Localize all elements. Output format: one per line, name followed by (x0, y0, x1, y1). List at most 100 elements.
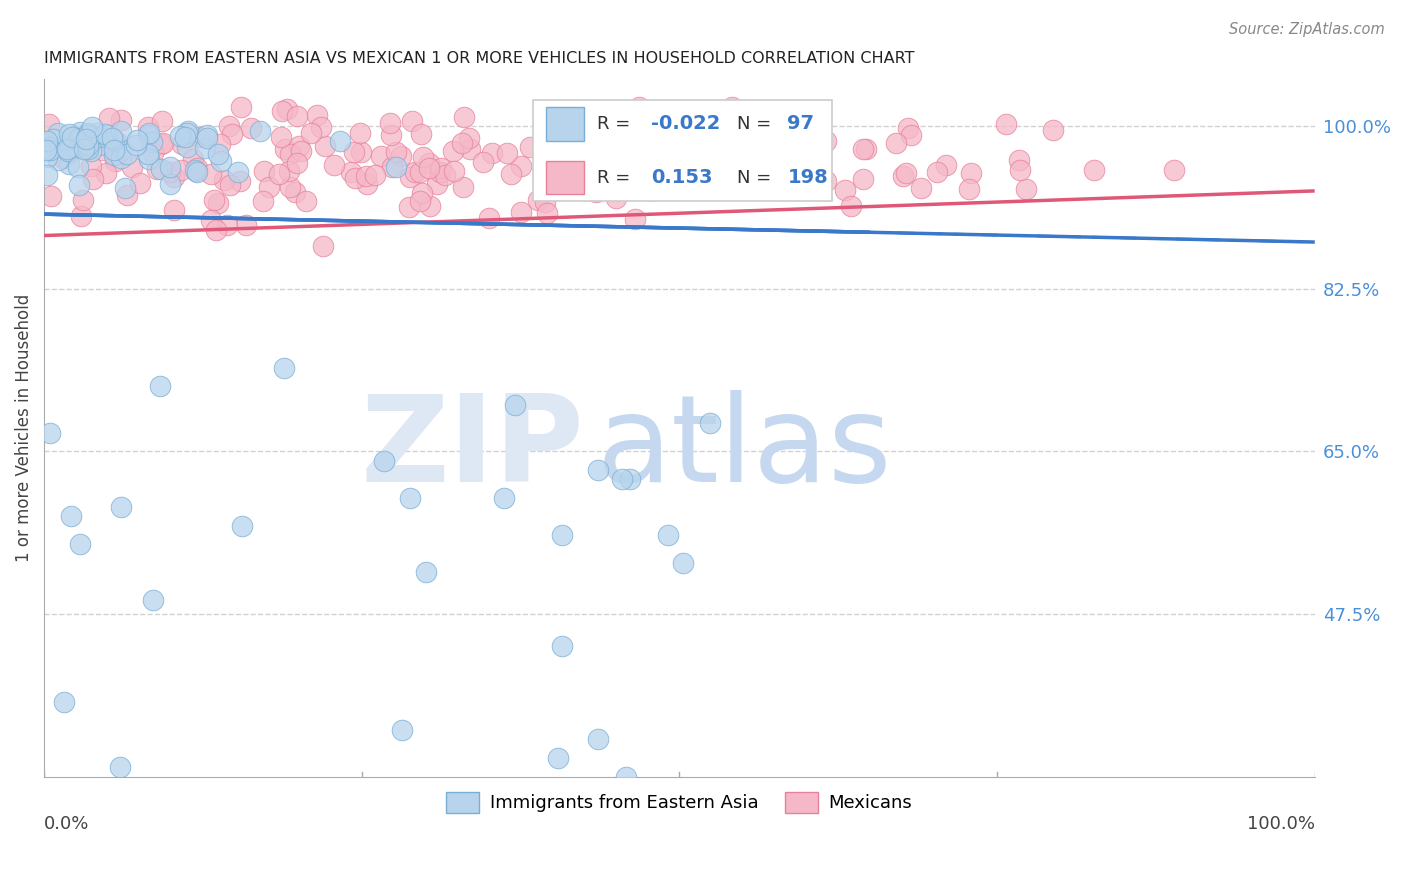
Point (278, 147, 301, 161)
Point (557, 118, 579, 132)
Point (571, 161, 593, 176)
Point (385, 145, 408, 160)
Point (276, 102, 298, 116)
Y-axis label: 1 or more Vehicles in Household: 1 or more Vehicles in Household (15, 293, 32, 562)
Point (82, 120, 104, 135)
Point (117, 147, 139, 161)
Point (38, 143, 60, 157)
Point (534, 195, 557, 210)
Point (381, 160, 404, 174)
Point (110, 151, 132, 165)
Point (884, 136, 907, 150)
Point (159, 160, 181, 174)
Point (42, 132, 65, 146)
Point (401, 114, 423, 128)
Point (87, 138, 110, 153)
Point (278, 164, 301, 178)
Point (52, 695, 75, 709)
Point (756, 152, 779, 166)
Point (257, 180, 280, 194)
Point (419, 199, 441, 213)
Point (852, 142, 875, 156)
Point (471, 155, 494, 169)
Point (620, 154, 643, 169)
Point (226, 164, 249, 178)
Point (754, 179, 776, 194)
Text: ZIP: ZIP (360, 391, 583, 508)
Point (585, 161, 607, 175)
Point (52, 151, 75, 165)
Point (195, 128, 218, 142)
Point (638, 181, 661, 195)
Point (897, 121, 920, 136)
Point (159, 165, 181, 179)
Point (592, 115, 614, 129)
Point (219, 178, 242, 193)
Point (136, 128, 159, 142)
Point (429, 164, 451, 178)
Point (202, 193, 225, 207)
Point (614, 770, 637, 784)
Point (314, 139, 336, 153)
Point (149, 136, 172, 151)
Point (212, 173, 235, 187)
Point (149, 379, 172, 393)
Point (755, 139, 778, 153)
Point (299, 126, 322, 140)
Point (305, 108, 328, 122)
Point (104, 153, 127, 168)
Point (839, 199, 862, 213)
Point (38, 139, 60, 153)
Point (285, 156, 308, 170)
Point (501, 167, 523, 181)
Point (142, 593, 165, 607)
Point (75, 131, 97, 145)
Point (957, 182, 980, 196)
Point (249, 123, 271, 137)
Point (458, 142, 481, 156)
Text: N =: N = (737, 115, 770, 133)
Point (146, 161, 169, 176)
Point (75, 140, 97, 154)
Point (174, 129, 197, 144)
Point (136, 147, 159, 161)
Point (623, 156, 645, 170)
Point (638, 183, 661, 197)
Text: -0.022: -0.022 (651, 114, 721, 134)
Text: Source: ZipAtlas.com: Source: ZipAtlas.com (1229, 22, 1385, 37)
Point (740, 137, 762, 152)
Point (492, 491, 515, 505)
Point (409, 127, 432, 141)
Point (114, 181, 136, 195)
Point (138, 126, 160, 140)
Legend: Immigrants from Eastern Asia, Mexicans: Immigrants from Eastern Asia, Mexicans (439, 785, 920, 820)
Point (273, 360, 295, 375)
Point (35, 143, 58, 157)
Point (852, 172, 875, 186)
Point (37, 168, 59, 182)
Point (648, 149, 671, 163)
Point (586, 463, 609, 477)
Point (58, 133, 80, 147)
Point (35, 150, 58, 164)
Point (218, 119, 240, 133)
Point (39, 425, 62, 440)
Point (80, 159, 103, 173)
Point (231, 518, 253, 533)
Point (547, 155, 569, 169)
Point (550, 640, 572, 654)
Point (356, 169, 378, 183)
Text: atlas: atlas (596, 391, 893, 508)
Point (170, 163, 193, 178)
Point (910, 181, 932, 195)
Point (717, 153, 740, 167)
Point (278, 179, 301, 194)
Point (724, 129, 747, 144)
Point (90, 143, 112, 157)
Point (675, 138, 697, 153)
Point (815, 134, 838, 148)
Point (176, 140, 198, 154)
Point (56, 142, 79, 156)
Point (252, 194, 274, 208)
Point (186, 161, 208, 175)
